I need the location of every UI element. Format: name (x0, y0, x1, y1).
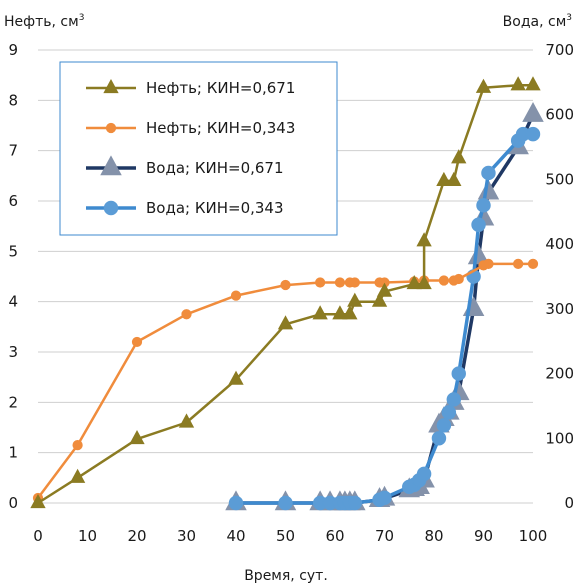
series-0-marker (477, 80, 491, 93)
legend-label: Вода; КИН=0,343 (146, 199, 284, 217)
y-right-tick-label: 700 (545, 41, 574, 59)
x-tick-label: 70 (375, 527, 394, 545)
series-3-marker (442, 406, 455, 419)
series-0-marker (313, 306, 327, 319)
series-3-marker (432, 432, 445, 445)
series-3-marker (417, 467, 430, 480)
series-1-marker (528, 259, 537, 268)
x-tick-label: 60 (325, 527, 344, 545)
x-tick-label: 80 (424, 527, 443, 545)
series-1-marker (350, 278, 359, 287)
series-1-marker (454, 274, 463, 283)
y-right-tick-label: 500 (545, 170, 574, 188)
y-left-tick-label: 6 (8, 192, 18, 210)
series-1-marker (335, 278, 344, 287)
series-3-marker (447, 393, 460, 406)
series-3-marker (378, 491, 391, 504)
y-right-tick-label: 0 (564, 494, 574, 512)
x-tick-label: 0 (33, 527, 43, 545)
series-3-marker (452, 367, 465, 380)
series-3-marker (348, 496, 361, 509)
series-0-marker (180, 414, 194, 427)
y-right-axis-title: Вода, см3 (503, 13, 572, 30)
series-1-marker (132, 337, 141, 346)
y-right-tick-label: 400 (545, 235, 574, 253)
series-1-marker (73, 440, 82, 449)
y-left-tick-label: 7 (8, 142, 18, 160)
series-0-marker (447, 173, 461, 186)
legend-label: Вода; КИН=0,671 (146, 159, 284, 177)
series-3-marker (279, 496, 292, 509)
x-tick-label: 40 (226, 527, 245, 545)
series-0-marker (526, 77, 540, 90)
y-right-tick-label: 200 (545, 365, 574, 383)
series-1-marker (231, 291, 240, 300)
y-left-tick-label: 2 (8, 393, 18, 411)
series-3-marker (477, 199, 490, 212)
series-3-marker (472, 218, 485, 231)
legend-3-marker (104, 201, 117, 214)
y-left-tick-label: 1 (8, 444, 18, 462)
series-3-marker (229, 496, 242, 509)
series-1-marker (439, 276, 448, 285)
y-left-tick-label: 0 (8, 494, 18, 512)
y-left-axis-title: Нефть, см3 (4, 13, 84, 30)
series-0-marker (348, 294, 362, 307)
y-left-tick-label: 9 (8, 41, 18, 59)
x-tick-label: 90 (474, 527, 493, 545)
x-tick-label: 50 (276, 527, 295, 545)
series-1-marker (316, 278, 325, 287)
series-0-marker (417, 233, 431, 246)
series-0-marker (452, 150, 466, 163)
legend-1-marker (106, 123, 115, 132)
series-0-marker (511, 77, 525, 90)
series-1-marker (514, 259, 523, 268)
series-3-marker (482, 166, 495, 179)
series-3-marker (437, 419, 450, 432)
legend-label: Нефть; КИН=0,671 (146, 79, 295, 97)
y-left-tick-label: 3 (8, 343, 18, 361)
y-left-tick-label: 5 (8, 242, 18, 260)
series-2-marker (523, 103, 543, 121)
x-tick-label: 30 (177, 527, 196, 545)
series-1-marker (182, 310, 191, 319)
series-1-marker (281, 280, 290, 289)
x-axis-title: Время, сут. (244, 568, 328, 584)
y-left-tick-label: 8 (8, 91, 18, 109)
series-1-marker (484, 259, 493, 268)
y-left-tick-label: 4 (8, 293, 18, 311)
legend-label: Нефть; КИН=0,343 (146, 119, 295, 137)
y-right-tick-label: 600 (545, 106, 574, 124)
series-0-marker (343, 306, 357, 319)
y-right-tick-label: 300 (545, 300, 574, 318)
x-tick-label: 100 (519, 527, 548, 545)
series-3-marker (526, 127, 539, 140)
x-tick-label: 10 (78, 527, 97, 545)
x-tick-label: 20 (127, 527, 146, 545)
y-right-tick-label: 100 (545, 429, 574, 447)
legend: Нефть; КИН=0,671 Нефть; КИН=0,343 Вода; КИ… (60, 62, 337, 235)
